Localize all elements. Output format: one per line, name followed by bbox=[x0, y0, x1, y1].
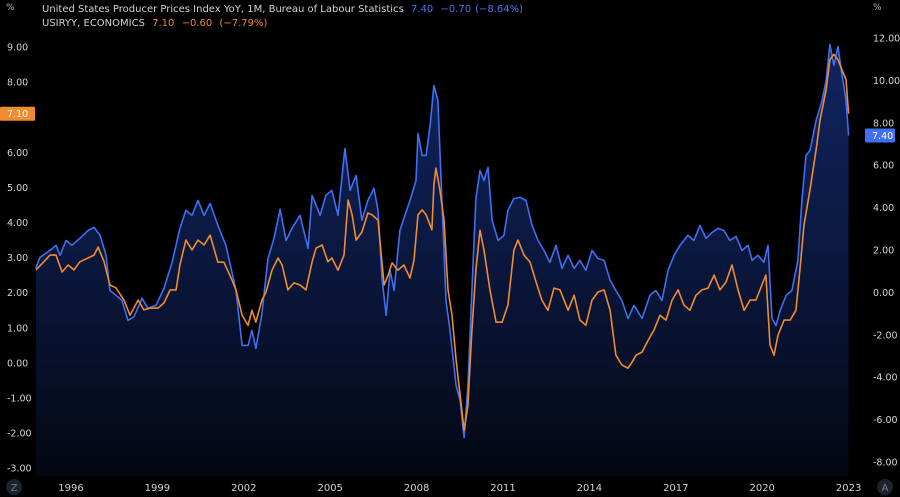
ppi-area-fill bbox=[35, 44, 849, 477]
chart-legend: United States Producer Prices Index YoY,… bbox=[42, 3, 527, 31]
left-axis-tick-label: 0.00 bbox=[7, 358, 28, 369]
ppi-last-value-badge bbox=[865, 128, 895, 143]
legend-series-usiryy[interactable]: USIRYY, ECONOMICS 7.10 −0.60 (−7.79%) bbox=[42, 17, 527, 31]
legend-ppi-title: United States Producer Prices Index YoY,… bbox=[42, 4, 404, 15]
legend-usiryy-change-pct: (−7.79%) bbox=[219, 18, 268, 29]
right-axis-tick-label: -2.00 bbox=[873, 330, 898, 341]
legend-usiryy-change: −0.60 bbox=[181, 18, 213, 29]
left-axis-tick-label: 6.00 bbox=[7, 148, 28, 159]
right-axis-tick-label: 8.00 bbox=[873, 118, 894, 129]
auto-scale-button[interactable] bbox=[877, 479, 893, 495]
right-axis-tick-label: 10.00 bbox=[873, 76, 900, 87]
x-axis-tick-label: 2014 bbox=[577, 483, 602, 494]
timezone-button-label[interactable]: Z bbox=[11, 483, 18, 494]
x-axis-tick-label: 2005 bbox=[317, 483, 342, 494]
left-axis-tick-label: 2.00 bbox=[7, 288, 28, 299]
legend-ppi-change-pct: (−8.64%) bbox=[475, 4, 524, 15]
left-axis-tick-label: 8.00 bbox=[7, 78, 28, 89]
right-axis-tick-label: 2.00 bbox=[873, 246, 894, 257]
x-axis-tick-label: 1999 bbox=[145, 483, 170, 494]
right-axis-tick-label: -6.00 bbox=[873, 415, 898, 426]
left-axis-tick-label: 1.00 bbox=[7, 323, 28, 334]
left-axis-tick-label: 3.00 bbox=[7, 253, 28, 264]
ppi-series-line[interactable] bbox=[35, 43, 850, 439]
x-axis-tick-label: 2017 bbox=[663, 483, 688, 494]
x-axis-tick-label: 1996 bbox=[58, 483, 83, 494]
timezone-button[interactable] bbox=[6, 479, 22, 495]
ppi-last-value-label: 7.40 bbox=[872, 131, 893, 142]
x-axis-tick-label: 2011 bbox=[490, 483, 515, 494]
right-axis-tick-label: 12.00 bbox=[873, 34, 900, 45]
usiryy-last-value-badge bbox=[0, 106, 35, 121]
left-axis-tick-label: 5.00 bbox=[7, 183, 28, 194]
auto-scale-button-label[interactable]: A bbox=[882, 483, 889, 494]
right-axis-tick-label: 4.00 bbox=[873, 203, 894, 214]
right-axis-tick-label: -8.00 bbox=[873, 458, 898, 469]
right-axis-unit: % bbox=[873, 3, 882, 13]
x-axis-tick-label: 2020 bbox=[749, 483, 774, 494]
left-axis-unit: % bbox=[6, 3, 15, 13]
x-axis-tick-label: 2002 bbox=[231, 483, 256, 494]
right-axis-tick-label: 6.00 bbox=[873, 161, 894, 172]
left-axis-tick-label: -1.00 bbox=[7, 394, 32, 405]
right-axis-tick-label: -4.00 bbox=[873, 373, 898, 384]
usiryy-last-value-label: 7.10 bbox=[7, 109, 28, 120]
legend-usiryy-title: USIRYY, ECONOMICS bbox=[42, 18, 145, 29]
x-axis-tick-label: 2023 bbox=[836, 483, 861, 494]
legend-series-ppi[interactable]: United States Producer Prices Index YoY,… bbox=[42, 3, 527, 17]
left-axis-tick-label: 4.00 bbox=[7, 218, 28, 229]
left-axis-tick-label: 9.00 bbox=[7, 43, 28, 54]
legend-ppi-change: −0.70 bbox=[440, 4, 472, 15]
left-axis-tick-label: -3.00 bbox=[7, 464, 32, 475]
legend-ppi-last: 7.40 bbox=[410, 4, 434, 15]
legend-usiryy-last: 7.10 bbox=[152, 18, 175, 29]
right-axis-tick-label: 0.00 bbox=[873, 288, 894, 299]
x-axis-tick-label: 2008 bbox=[404, 483, 429, 494]
usiryy-series-line[interactable] bbox=[35, 53, 850, 432]
left-axis-tick-label: -2.00 bbox=[7, 429, 32, 440]
